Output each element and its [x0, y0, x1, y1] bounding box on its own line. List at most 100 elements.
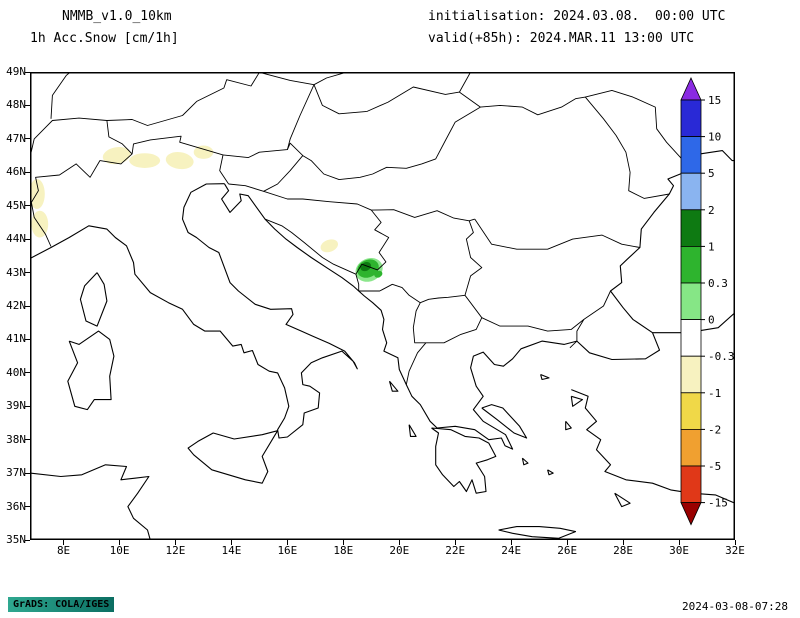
- lon-tick-mark: [174, 540, 176, 545]
- lat-tick-mark: [25, 439, 30, 441]
- lat-tick-mark: [25, 539, 30, 541]
- snow-area-west-alps-patch-1: [30, 179, 45, 209]
- coastline-2: [431, 427, 497, 494]
- country-border-9: [355, 209, 390, 275]
- lon-tick-mark: [119, 540, 121, 545]
- lat-tick-mark: [25, 305, 30, 307]
- colorbar-label--15: -15: [708, 497, 728, 510]
- colorbar-band-4: [680, 245, 702, 284]
- lon-tick-mark: [454, 540, 456, 545]
- lat-tick-label-48N: 48N: [6, 98, 26, 112]
- lon-tick-mark: [398, 540, 400, 545]
- colorbar-label--2: -2: [708, 423, 721, 436]
- coastline-3: [481, 404, 528, 439]
- colorbar-label-0: 0: [708, 314, 715, 327]
- lat-tick-mark: [25, 104, 30, 106]
- snow-area-montenegro-snow-lobe: [374, 270, 383, 278]
- lon-tick-mark: [678, 540, 680, 545]
- lat-tick-mark: [25, 171, 30, 173]
- lat-tick-mark: [25, 405, 30, 407]
- country-border-11: [464, 220, 483, 296]
- coastline-19: [540, 373, 550, 381]
- snow-area-alps-patch-3: [165, 152, 194, 170]
- map-canvas: [30, 72, 735, 540]
- lon-tick-mark: [510, 540, 512, 545]
- country-border-3: [313, 72, 347, 86]
- lat-tick-mark: [25, 205, 30, 207]
- coastline-12: [652, 312, 735, 334]
- colorbar-label-10: 10: [708, 131, 721, 144]
- lon-tick-mark: [63, 540, 65, 545]
- snow-area-alps-patch-4: [193, 145, 214, 159]
- coastline-14: [408, 424, 417, 437]
- lon-tick-mark: [622, 540, 624, 545]
- coastline-6: [609, 150, 735, 334]
- lat-tick-mark: [25, 506, 30, 508]
- field-title: 1h Acc.Snow [cm/1h]: [30, 31, 179, 46]
- lat-tick-label-49N: 49N: [6, 65, 26, 78]
- lat-tick-label-37N: 37N: [6, 466, 26, 480]
- model-name: NMMB_v1.0_10km: [62, 9, 172, 24]
- snow-area-west-alps-patch-2: [31, 210, 49, 238]
- colorbar-band-3: [680, 209, 702, 247]
- coastline-0: [30, 183, 358, 439]
- lon-tick-mark: [286, 540, 288, 545]
- coastline-9: [67, 330, 115, 411]
- lat-tick-mark: [25, 272, 30, 274]
- lat-tick-label-44N: 44N: [6, 232, 26, 246]
- country-border-14: [481, 290, 611, 332]
- coastline-7: [498, 526, 577, 539]
- map-plot: [30, 72, 735, 540]
- colorbar-band-9: [680, 428, 702, 467]
- colorbar-band-6: [680, 319, 702, 357]
- lat-tick-label-41N: 41N: [6, 332, 26, 346]
- coastline-4: [437, 332, 661, 450]
- coastline-13: [388, 380, 399, 392]
- country-border-13: [405, 342, 427, 385]
- colorbar-label--0.3: -0.3: [708, 350, 735, 363]
- colorbar-label--5: -5: [708, 460, 721, 473]
- colorbar: 15 10 5 2 1 0.3 0 -0.3 -1 -2 -5 -15: [677, 76, 735, 528]
- colorbar-band-0: [680, 99, 702, 137]
- lat-tick-label-43N: 43N: [6, 265, 26, 279]
- coastline-1: [221, 183, 438, 429]
- map-frame: [30, 72, 735, 540]
- country-border-17: [474, 218, 640, 250]
- lat-tick-mark: [25, 338, 30, 340]
- country-border-19: [50, 72, 70, 119]
- colorbar-arrow-top: [680, 77, 702, 101]
- lon-tick-mark: [342, 540, 344, 545]
- lon-tick-label-26E: 26E: [557, 544, 578, 557]
- colorbar-label-5: 5: [708, 167, 715, 180]
- lat-tick-mark: [25, 71, 30, 73]
- coastline-15: [570, 395, 584, 407]
- coastline-20: [565, 420, 572, 431]
- colorbar-band-10: [680, 465, 702, 503]
- coastline-11: [30, 464, 151, 540]
- country-border-4: [313, 72, 471, 115]
- lon-tick-label-32E: 32E: [725, 544, 745, 557]
- lat-tick-label-42N: 42N: [6, 299, 26, 312]
- country-border-18: [585, 89, 686, 173]
- lat-tick-label-46N: 46N: [6, 165, 26, 179]
- lat-tick-mark: [25, 138, 30, 140]
- creation-timestamp: 2024-03-08-07:28: [682, 600, 788, 613]
- lon-tick-label-10E: 10E: [109, 544, 130, 557]
- lon-tick-mark: [566, 540, 568, 545]
- country-border-1: [30, 117, 133, 158]
- lat-tick-mark: [25, 472, 30, 474]
- lat-tick-label-47N: 47N: [6, 131, 26, 145]
- snow-area-alps-patch-1: [102, 146, 131, 165]
- colorbar-band-1: [680, 136, 702, 174]
- country-border-5: [286, 91, 481, 181]
- lat-tick-label-39N: 39N: [6, 399, 26, 413]
- lon-tick-mark: [230, 540, 232, 545]
- country-border-12: [412, 295, 483, 344]
- colorbar-band-8: [680, 392, 702, 430]
- snow-area-dinarides-patch: [320, 239, 339, 253]
- colorbar-label-15: 15: [708, 94, 721, 107]
- coastline-16: [614, 492, 631, 508]
- colorbar-arrow-bottom: [680, 502, 702, 526]
- country-border-16: [480, 96, 670, 199]
